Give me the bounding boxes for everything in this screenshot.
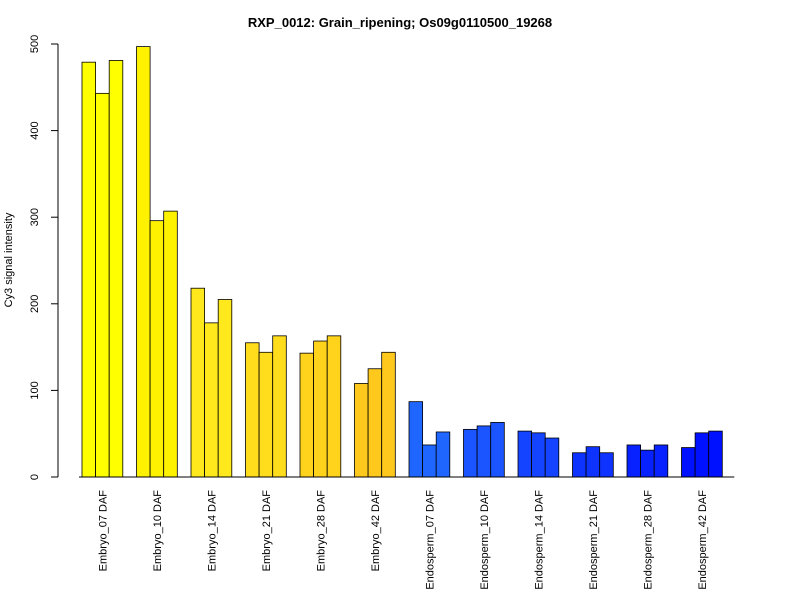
bar: [463, 428, 478, 478]
y-tick-label: 0: [29, 474, 41, 480]
x-tick-label: Endosperm_14 DAF: [533, 490, 545, 590]
bar: [81, 61, 97, 478]
x-tick-label: Endosperm_42 DAF: [697, 490, 709, 590]
bar: [258, 351, 274, 478]
y-tick-label: 400: [29, 121, 41, 139]
x-tick-label: Endosperm_10 DAF: [479, 490, 491, 590]
y-tick-label: 200: [29, 295, 41, 313]
bar: [435, 431, 451, 478]
y-tick-label: 500: [29, 35, 41, 53]
bar: [408, 401, 424, 478]
bar: [108, 60, 124, 478]
bar: [476, 425, 492, 478]
bar: [245, 342, 260, 478]
bar: [531, 432, 546, 478]
bar: [681, 447, 696, 478]
y-axis-label: Cy3 signal intensity: [3, 212, 15, 307]
x-tick-label: Embryo_10 DAF: [152, 490, 164, 572]
bar: [313, 340, 328, 478]
bar: [599, 452, 614, 478]
bar: [708, 430, 723, 478]
bar: [381, 351, 396, 478]
y-tick-label: 300: [29, 208, 41, 226]
bar: [326, 335, 342, 478]
bar: [640, 449, 655, 478]
bar: [190, 287, 206, 478]
bar: [694, 432, 710, 478]
bar: [653, 444, 669, 478]
x-tick-label: Endosperm_21 DAF: [588, 490, 600, 590]
bar: [217, 299, 233, 478]
bar: [163, 210, 178, 478]
y-tick-label: 100: [29, 381, 41, 399]
bar: [95, 92, 110, 478]
bar: [490, 422, 505, 478]
bar: [422, 444, 437, 478]
bar: [367, 368, 383, 478]
x-tick-label: Endosperm_28 DAF: [642, 490, 654, 590]
x-tick-label: Embryo_21 DAF: [261, 490, 273, 572]
bar: [204, 322, 219, 478]
chart-title: RXP_0012: Grain_ripening; Os09g0110500_1…: [248, 15, 552, 30]
x-tick-label: Embryo_07 DAF: [97, 490, 109, 572]
bar: [572, 452, 587, 478]
bar: [149, 220, 165, 478]
bar: [585, 446, 601, 478]
y-axis: 0 100 200 300 400 500: [29, 35, 59, 480]
bar: [544, 437, 560, 478]
bar: [272, 335, 287, 478]
bar: [354, 383, 369, 478]
x-tick-label: Embryo_28 DAF: [315, 490, 327, 572]
x-tick-label: Endosperm_07 DAF: [424, 490, 436, 590]
bar: [626, 444, 642, 478]
x-axis-labels: Embryo_07 DAF Embryo_10 DAF Embryo_14 DAF E…: [97, 490, 709, 590]
x-tick-label: Embryo_42 DAF: [370, 490, 382, 572]
plot-area: [79, 46, 735, 478]
x-tick-label: Embryo_14 DAF: [206, 490, 218, 572]
bar: [136, 46, 151, 478]
bar: [517, 430, 533, 478]
bar: [299, 352, 315, 478]
